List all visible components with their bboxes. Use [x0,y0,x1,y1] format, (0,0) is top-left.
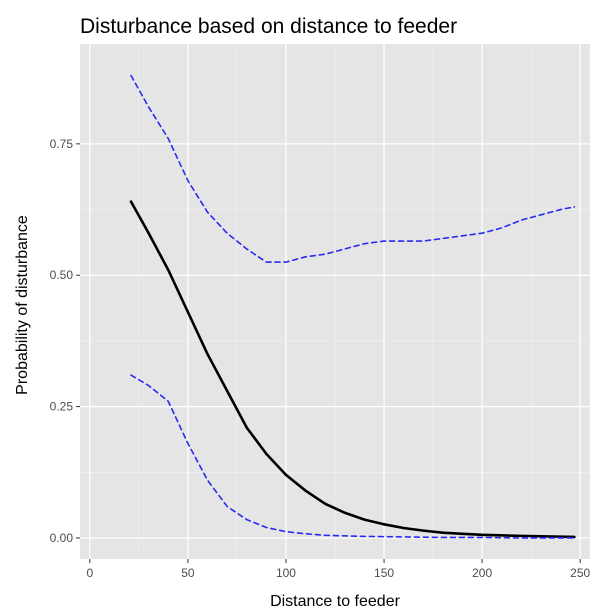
fitted-curve-line [129,200,576,539]
y-axis: 0.00 0.25 0.50 0.75 [50,137,80,545]
x-tick-label: 200 [472,566,492,580]
upper-confidence-line [130,74,576,263]
y-tick-label: 0.00 [50,531,74,545]
series-layer [129,74,576,539]
x-axis: 0 50 100 150 200 250 [86,559,591,580]
x-tick-label: 250 [570,566,590,580]
y-tick-label: 0.50 [50,268,74,282]
y-axis-title: Probability of disturbance [14,215,31,395]
x-tick-label: 50 [181,566,195,580]
x-tick-label: 0 [86,566,93,580]
lower-confidence-line [130,374,576,539]
x-axis-title: Distance to feeder [270,593,401,610]
chart-title: Disturbance based on distance to feeder [80,15,457,38]
y-tick-label: 0.25 [50,400,74,414]
x-tick-label: 150 [374,566,394,580]
x-tick-label: 100 [276,566,296,580]
minor-grid [80,44,590,559]
y-tick-label: 0.75 [50,137,74,151]
